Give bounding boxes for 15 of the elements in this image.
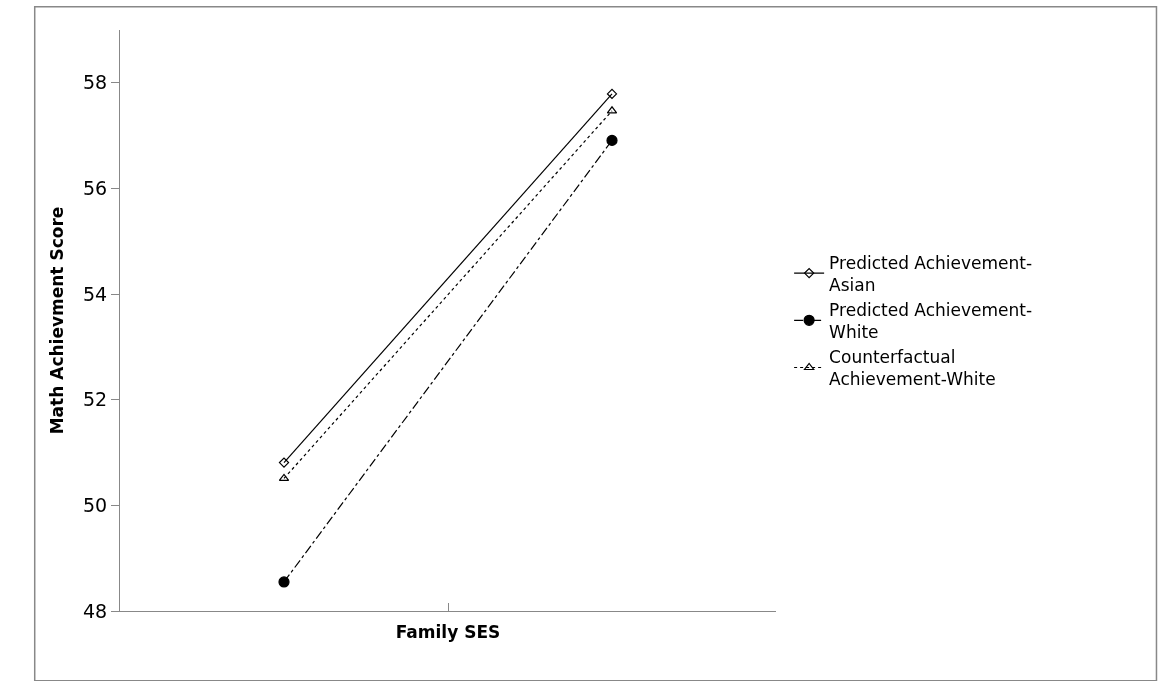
y-axis-title: Math Achievment Score [46, 206, 67, 435]
legend-label: Predicted Achievement-White [829, 299, 1033, 342]
y-tick-label: 54 [83, 282, 108, 305]
legend-label: Counterfactual Achievement-White [829, 347, 996, 390]
legend-label: Predicted Achievement-Asian [829, 252, 1033, 295]
y-tick-label: 48 [83, 599, 108, 622]
point [606, 134, 618, 146]
point [278, 576, 290, 588]
y-tick-label: 50 [83, 494, 108, 517]
y-tick-label: 58 [83, 71, 108, 94]
point [278, 457, 290, 468]
x-axis-title: Family SES [395, 622, 501, 643]
y-tick-label: 56 [83, 177, 108, 200]
y-tick-label: 52 [83, 388, 108, 411]
point [606, 88, 618, 100]
